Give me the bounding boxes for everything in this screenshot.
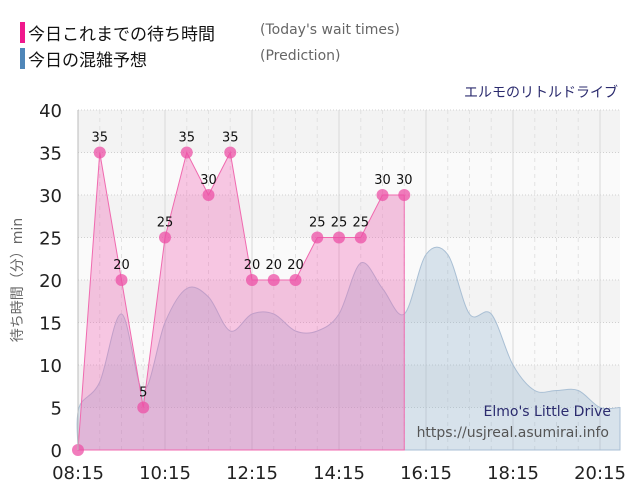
data-point[interactable] xyxy=(354,231,367,244)
data-label: 35 xyxy=(178,131,195,146)
plot-background xyxy=(78,110,620,450)
legend-label-ja: 今日の混雑予想 xyxy=(28,51,147,71)
today-data-points: 35 20 5 25 35 30 35 20 20 20 25 25 25 30 30 xyxy=(72,131,413,456)
data-point[interactable] xyxy=(333,231,345,244)
data-point[interactable] xyxy=(376,189,389,201)
today-swatch xyxy=(20,22,25,43)
y-tick-label: 5 xyxy=(51,399,62,420)
y-tick-label: 30 xyxy=(39,186,62,207)
data-label: 20 xyxy=(113,258,130,273)
prediction-area xyxy=(76,246,621,451)
data-label: 20 xyxy=(244,258,261,273)
data-label: 20 xyxy=(265,258,282,273)
credit-name: Elmo's Little Drive xyxy=(484,404,611,420)
legend-label-ja: 今日これまでの待ち時間 xyxy=(28,25,215,45)
data-point[interactable] xyxy=(289,274,302,286)
data-point[interactable] xyxy=(93,146,106,159)
y-tick-label: 25 xyxy=(39,229,62,250)
data-label: 35 xyxy=(222,131,239,146)
x-tick-label: 10:15 xyxy=(139,463,191,484)
data-label: 5 xyxy=(139,386,147,401)
y-tick-label: 0 xyxy=(51,441,62,462)
data-label: 25 xyxy=(331,216,348,231)
data-point[interactable] xyxy=(159,231,171,244)
x-tick-label: 12:15 xyxy=(226,463,278,484)
y-tick-label: 10 xyxy=(39,356,62,377)
data-point[interactable] xyxy=(311,231,324,244)
y-tick-label: 35 xyxy=(39,144,62,165)
data-label: 30 xyxy=(200,173,217,188)
legend-label-en: (Today's wait times) xyxy=(260,22,400,38)
legend-label-en: (Prediction) xyxy=(260,48,341,64)
data-point[interactable] xyxy=(202,189,215,201)
y-axis: 0 5 10 15 20 25 30 35 40 xyxy=(39,101,62,462)
data-point[interactable] xyxy=(398,189,411,201)
prediction-swatch xyxy=(20,48,25,69)
y-tick-label: 40 xyxy=(39,101,62,122)
data-label: 25 xyxy=(309,216,326,231)
data-point[interactable] xyxy=(115,274,128,286)
data-label: 30 xyxy=(374,173,391,188)
data-point[interactable] xyxy=(137,401,150,414)
data-label: 25 xyxy=(157,216,174,231)
x-tick-label: 18:15 xyxy=(487,463,539,484)
data-point[interactable] xyxy=(224,146,237,159)
data-label: 20 xyxy=(287,258,304,273)
data-point[interactable] xyxy=(246,274,258,286)
data-point[interactable] xyxy=(267,274,280,286)
credit-url[interactable]: https://usjreal.asumirai.info xyxy=(417,425,609,441)
chart-subtitle: エルモのリトルドライブ xyxy=(464,85,618,101)
x-tick-label: 16:15 xyxy=(400,463,452,484)
x-tick-label: 14:15 xyxy=(313,463,365,484)
data-point[interactable] xyxy=(180,146,193,159)
y-tick-label: 20 xyxy=(39,271,62,292)
data-label: 35 xyxy=(91,131,108,146)
data-label: 25 xyxy=(352,216,369,231)
data-label: 30 xyxy=(396,173,413,188)
y-tick-label: 15 xyxy=(39,314,62,335)
x-tick-label: 08:15 xyxy=(52,463,104,484)
x-axis: 08:15 10:15 12:15 14:15 16:15 18:15 20:15 xyxy=(52,463,626,484)
y-axis-label: 待ち時間（分）min xyxy=(10,218,26,342)
x-tick-label: 20:15 xyxy=(574,463,626,484)
